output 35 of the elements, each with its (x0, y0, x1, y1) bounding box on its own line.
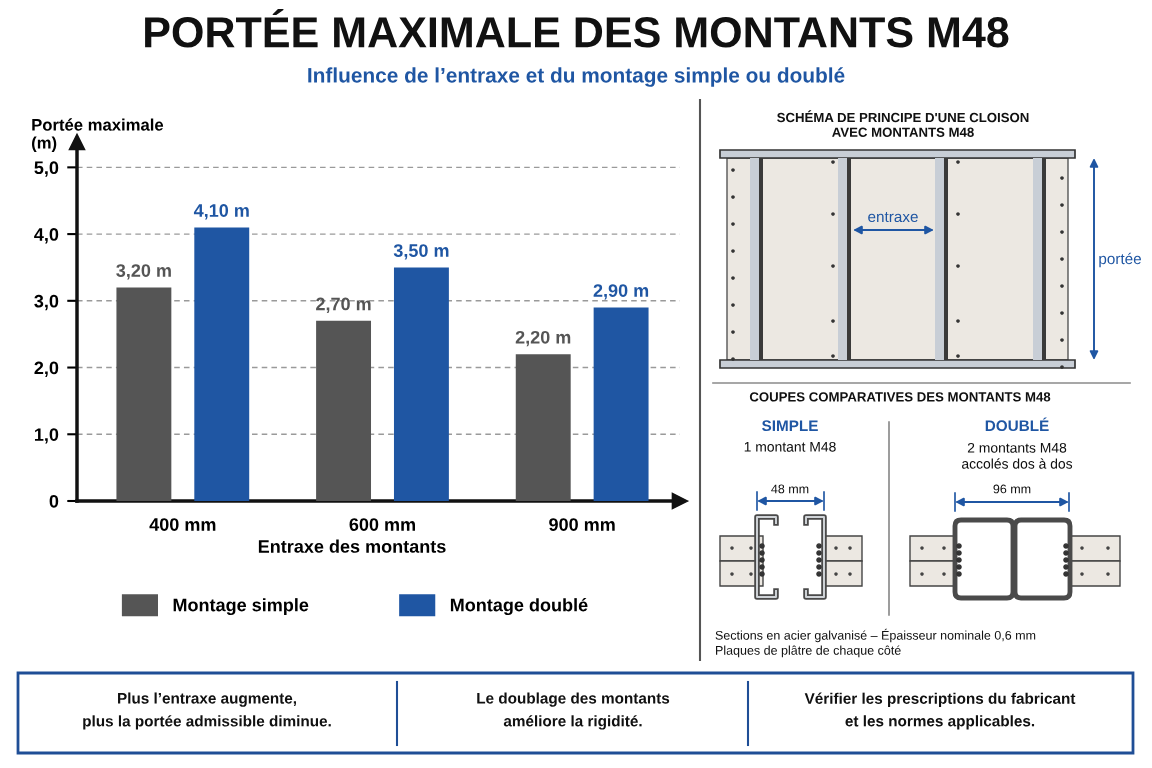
data-label: 2,20 m (515, 330, 571, 347)
data-label: 4,10 m (193, 204, 249, 220)
y-tick-label: 1,0 (34, 428, 59, 444)
text: Sections en acier galvanisé – Épaisseur nominale 0,6 mm Plaques de plâtre de chaque côté (715, 628, 1036, 658)
text: 2 montants M48 accolés dos à dos (962, 442, 1073, 469)
text: 1 montant M48 (744, 441, 836, 452)
text: Le doublage des montants améliore la rigidité. (477, 692, 670, 730)
text: Plus l’entraxe augmente, plus la portée admissible diminue. (83, 692, 331, 730)
y-tick-label: 3,0 (34, 294, 59, 311)
y-axis-title: Portée maximale (m) (32, 118, 164, 152)
data-label: 2,90 m (593, 284, 649, 300)
y-tick-label: 2,0 (34, 361, 59, 377)
text: 96 mm (993, 484, 1031, 494)
legend-label: Montage doublé (450, 597, 588, 616)
text: entraxe (868, 212, 918, 223)
text: 48 mm (771, 484, 809, 494)
text: DOUBLÉ (985, 417, 1049, 432)
text: SCHÉMA DE PRINCIPE D'UNE CLOISON AVEC MONTANTS M48 (777, 110, 1029, 137)
y-tick-label: 0 (49, 494, 59, 508)
text: portée (1099, 252, 1141, 268)
x-tick-label: 900 mm (549, 518, 615, 531)
x-tick-label: 600 mm (349, 518, 415, 531)
y-tick-label: 4,0 (34, 228, 59, 244)
text: SIMPLE (762, 420, 818, 432)
chart-title: PORTÉE MAXIMALE DES MONTANTS M48 (145, 8, 1009, 48)
y-tick-label: 5,0 (34, 161, 59, 177)
x-axis-title: Entraxe des montants (258, 539, 446, 553)
data-label: 3,20 m (116, 264, 171, 280)
data-label: 2,70 m (316, 297, 371, 313)
data-label: 3,50 m (393, 244, 449, 260)
x-tick-label: 400 mm (149, 518, 216, 531)
chart-subtitle: Influence de l’entraxe et du montage simple ou doublé (308, 67, 845, 87)
legend-label: Montage simple (173, 598, 309, 616)
text: COUPES COMPARATIVES DES MONTANTS M48 (749, 392, 1051, 402)
text: Vérifier les prescriptions du fabricant et les normes applicables. (804, 692, 1076, 730)
